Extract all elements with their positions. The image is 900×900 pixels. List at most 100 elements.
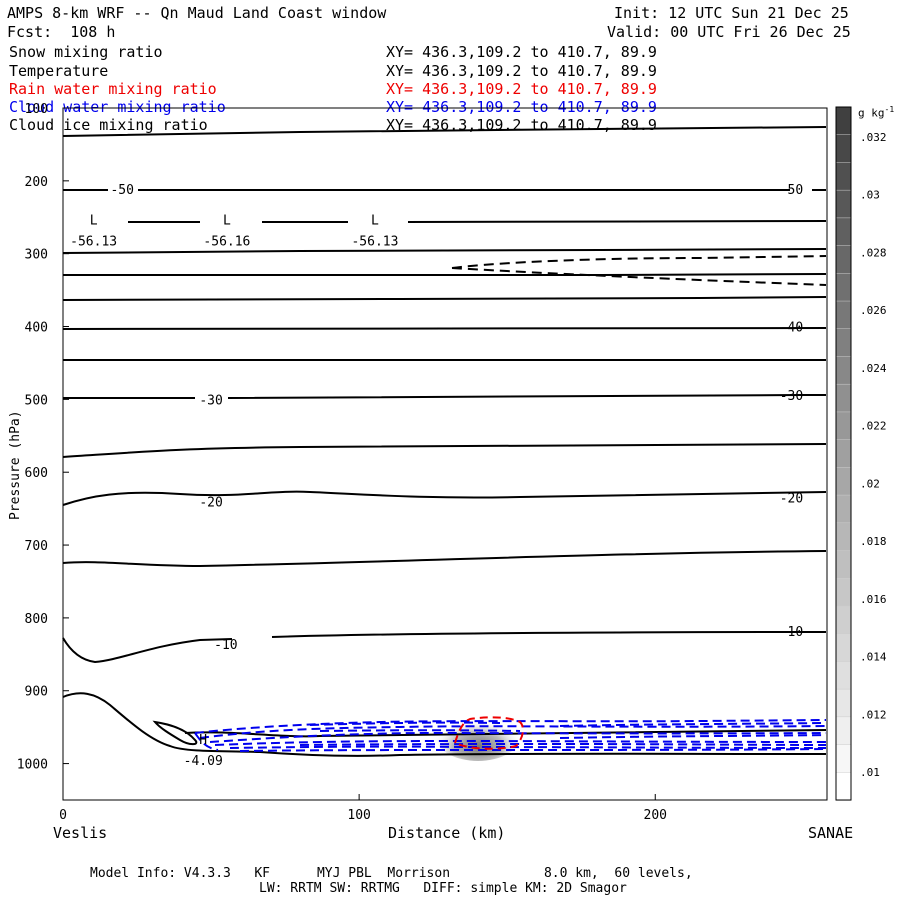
isotherm: [62, 248, 827, 254]
colorbar-swatch: [835, 605, 852, 635]
colorbar-swatch: [835, 245, 852, 275]
left-endpoint-label: Veslis: [53, 824, 108, 842]
legend-xy-snow: XY= 436.3,109.2 to 410.7, 89.9: [386, 43, 657, 61]
forecast-hour: Fcst: 108 h: [7, 23, 116, 41]
extremum-value: -56.16: [203, 235, 250, 250]
isotherm-label: -30: [780, 389, 803, 404]
y-tick-label: 100: [25, 102, 48, 117]
colorbar-tick-label: .024: [860, 362, 887, 375]
colorbar-swatch: [835, 688, 852, 718]
colorbar-swatch: [835, 189, 852, 219]
isotherm-label: -50: [110, 183, 133, 198]
low-marker: L: [223, 214, 231, 229]
colorbar-swatch: [835, 328, 852, 358]
colorbar-swatch: [835, 439, 852, 469]
cloud-water-contour: [214, 739, 827, 746]
y-tick-label: 900: [25, 685, 48, 700]
colorbar-swatch: [835, 273, 852, 302]
y-axis-label: Pressure (hPa): [8, 410, 23, 520]
init-time: Init: 12 UTC Sun 21 Dec 25: [614, 4, 849, 22]
colorbar-unit: g kg-1: [858, 105, 895, 120]
isotherm: [62, 692, 827, 757]
colorbar-swatch: [835, 134, 852, 164]
temperature-contours: [62, 126, 827, 757]
cloud-water-contour: [299, 743, 827, 746]
cloud-water-contour: [559, 722, 827, 727]
isotherm: [62, 631, 827, 664]
colorbar-tick-label: .03: [860, 189, 880, 202]
colorbar-tick-label: .032: [860, 131, 887, 144]
colorbar-swatch: [835, 577, 852, 607]
colorbar-swatch: [835, 300, 852, 330]
colorbar-swatch: [835, 772, 852, 801]
colorbar-swatch: [835, 106, 852, 136]
isotherm: [128, 220, 827, 223]
isotherm: [62, 550, 827, 568]
isotherm-label: -10: [214, 638, 237, 653]
cloud-water-contour: [239, 748, 827, 752]
rain-water-contour: [453, 716, 524, 750]
x-ticks: 0 100 200: [59, 794, 667, 823]
figure-title: AMPS 8-km WRF -- Qn Maud Land Coast wind…: [7, 4, 387, 22]
cloud-water-contour: [559, 734, 827, 739]
y-tick-label: 700: [25, 539, 48, 554]
x-tick-label: 0: [59, 808, 67, 823]
y-tick-label: 300: [25, 248, 48, 263]
y-tick-label: 600: [25, 466, 48, 481]
y-tick-label: 200: [25, 175, 48, 190]
y-ticks: 100 200 300 400 500 600 700 800 900 1000: [17, 102, 69, 773]
isotherm: [62, 327, 827, 330]
extremum-value: -4.09: [184, 754, 223, 769]
colorbar: .032 .03 .028 .026 .024 .022 .02 .018 .016 .014 .0…: [835, 106, 887, 801]
isotherm: [62, 126, 827, 137]
isotherm-label: -50: [780, 183, 803, 198]
x-tick-label: 200: [644, 808, 667, 823]
legend-name-cloud-water: Cloud water mixing ratio: [9, 98, 226, 116]
colorbar-tick-label: .022: [860, 420, 887, 433]
cloud-water-contour: [229, 745, 827, 749]
plot-frame: [62, 107, 828, 801]
isotherm-label: -40: [780, 321, 803, 336]
right-endpoint-label: SANAE: [808, 824, 854, 842]
cloud-water-contour: [194, 732, 219, 751]
cloud-water-contour: [209, 731, 827, 743]
y-tick-label: 800: [25, 612, 48, 627]
isotherm: [152, 720, 198, 746]
colorbar-tick-label: .018: [860, 535, 887, 548]
colorbar-swatch: [835, 633, 852, 663]
isotherm: [62, 443, 827, 458]
colorbar-swatch: [835, 467, 852, 496]
colorbar-swatch: [835, 744, 852, 774]
legend-name-temperature: Temperature: [9, 62, 109, 80]
colorbar-swatch: [835, 356, 852, 385]
contour-labels: -50 -50 -40 -30 -30 -20 -20 -10 -10 L -56.13 L -56.1…: [70, 183, 803, 769]
legend-name-rain: Rain water mixing ratio: [9, 80, 217, 98]
legend-xy-temperature: XY= 436.3,109.2 to 410.7, 89.9: [386, 62, 657, 80]
colorbar-tick-label: .026: [860, 304, 887, 317]
colorbar-swatch: [835, 217, 852, 247]
cloud-ice-contour: [451, 255, 827, 286]
colorbar-frame: [835, 106, 852, 801]
colorbar-tick-label: .012: [860, 708, 887, 721]
cloud-water-contour: [199, 725, 827, 739]
colorbar-tick-label: .028: [860, 246, 887, 259]
cloud-water-contour: [194, 719, 827, 734]
colorbar-tick-label: .01: [860, 766, 880, 779]
cloud-water-contour: [319, 729, 521, 732]
low-marker: L: [90, 214, 98, 229]
legend-xy-rain: XY= 436.3,109.2 to 410.7, 89.9: [386, 80, 657, 98]
y-tick-label: 1000: [17, 758, 48, 773]
isotherm: [62, 296, 827, 301]
colorbar-swatch: [835, 411, 852, 441]
isotherm: [63, 394, 826, 399]
y-tick-label: 500: [25, 393, 48, 408]
low-marker: L: [371, 214, 379, 229]
isotherm: [63, 273, 827, 276]
legend-name-cloud-ice: Cloud ice mixing ratio: [9, 116, 208, 134]
extremum-value: -56.13: [351, 235, 398, 250]
isotherm-label: -20: [780, 492, 803, 507]
colorbar-swatch: [835, 661, 852, 690]
isotherm: [62, 490, 827, 506]
colorbar-swatch: [835, 494, 852, 524]
valid-time: Valid: 00 UTC Fri 26 Dec 25: [607, 23, 851, 41]
